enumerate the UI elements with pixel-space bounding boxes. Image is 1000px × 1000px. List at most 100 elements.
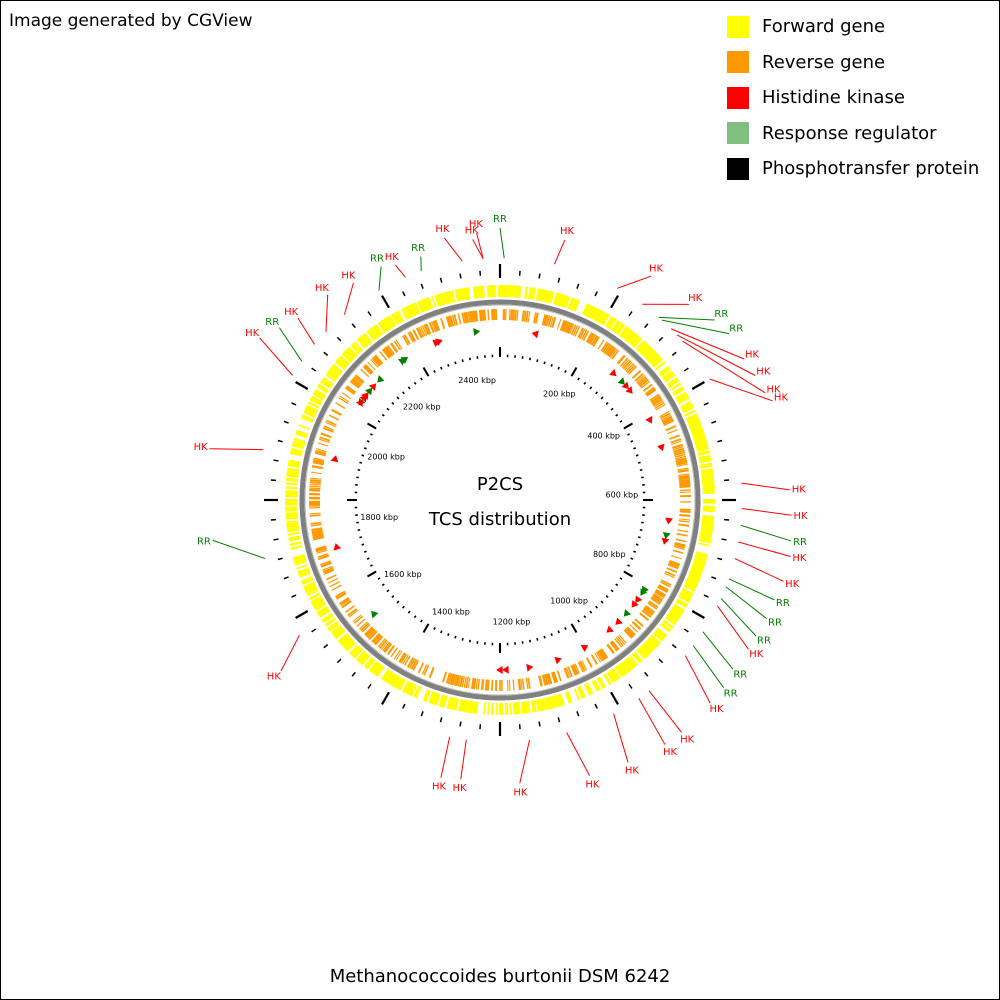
reverse-gene-mark xyxy=(374,354,384,365)
callout-label: HK xyxy=(385,252,400,263)
forward-gene-mark xyxy=(403,681,412,694)
reverse-gene-mark xyxy=(679,489,691,492)
outer-tick xyxy=(594,703,598,709)
forward-gene-mark xyxy=(573,688,581,701)
legend-label: Phosphotransfer protein xyxy=(762,158,980,180)
callout-line xyxy=(741,507,792,516)
callout-line xyxy=(278,327,303,362)
forward-gene-mark xyxy=(456,288,462,302)
outer-tick xyxy=(576,711,580,717)
reverse-gene-mark xyxy=(421,325,428,336)
outer-tick xyxy=(351,323,356,329)
forward-gene-mark xyxy=(526,700,531,714)
reverse-gene-mark xyxy=(380,640,389,650)
forward-gene-mark xyxy=(393,312,402,324)
forward-gene-mark xyxy=(402,307,410,320)
reverse-gene-mark xyxy=(603,343,612,354)
forward-gene-mark xyxy=(446,696,452,709)
reverse-gene-mark xyxy=(653,592,664,600)
reverse-gene-mark xyxy=(325,574,337,581)
outer-tick xyxy=(439,277,443,283)
legend: Forward gene Reverse gene Histidine kinase… xyxy=(727,9,979,187)
reverse-gene-mark xyxy=(447,315,453,327)
forward-gene-mark xyxy=(483,702,486,715)
reverse-gene-mark xyxy=(424,323,432,335)
ruler-tick xyxy=(550,363,553,367)
reverse-gene-mark xyxy=(600,341,609,352)
forward-gene-mark xyxy=(669,610,681,619)
forward-gene-mark xyxy=(698,542,711,547)
reverse-gene-mark xyxy=(625,363,635,372)
callout-line xyxy=(440,736,451,778)
callout-label: HK xyxy=(785,579,800,590)
forward-gene-mark xyxy=(572,299,581,312)
forward-gene-mark xyxy=(428,691,435,704)
forward-gene-mark xyxy=(652,357,663,368)
reverse-gene-mark xyxy=(475,678,479,690)
forward-gene-mark xyxy=(458,288,464,301)
forward-gene-mark xyxy=(682,405,695,414)
reverse-gene-mark xyxy=(541,314,547,326)
reverse-gene-mark xyxy=(606,643,615,655)
outer-tick xyxy=(311,628,317,633)
forward-gene-mark xyxy=(339,634,350,644)
forward-gene-mark xyxy=(702,507,715,510)
tcs-marker xyxy=(609,368,617,377)
forward-gene-mark xyxy=(613,321,622,333)
reverse-gene-mark xyxy=(592,336,600,347)
ruler-tick xyxy=(600,396,604,400)
forward-gene-mark xyxy=(579,686,586,698)
ruler-tick xyxy=(422,623,430,634)
ruler-tick xyxy=(543,635,546,639)
forward-gene-mark xyxy=(312,392,325,401)
ruler-tick xyxy=(550,633,553,637)
reverse-gene-mark xyxy=(383,347,393,358)
forward-gene-mark xyxy=(695,551,709,558)
reverse-gene-mark xyxy=(451,674,457,686)
outer-tick xyxy=(691,381,705,390)
forward-gene-mark xyxy=(290,449,303,455)
reverse-gene-mark xyxy=(677,529,689,533)
forward-gene-mark xyxy=(535,288,540,301)
reverse-gene-mark xyxy=(371,357,381,367)
reverse-gene-mark xyxy=(407,657,415,668)
forward-gene-mark xyxy=(659,367,671,377)
forward-gene-mark xyxy=(383,670,393,683)
callout-line xyxy=(709,378,773,402)
reverse-gene-mark xyxy=(621,359,630,368)
ruler-tick xyxy=(610,589,614,593)
forward-gene-mark xyxy=(691,566,704,573)
forward-gene-mark xyxy=(426,296,434,310)
forward-gene-mark xyxy=(693,434,706,441)
forward-gene-mark xyxy=(407,304,416,317)
ruler-tick xyxy=(381,583,385,587)
reverse-gene-mark xyxy=(597,339,605,350)
forward-gene-mark xyxy=(700,526,714,531)
reverse-gene-mark xyxy=(669,434,681,440)
forward-gene-mark xyxy=(563,295,571,309)
forward-gene-mark xyxy=(585,305,593,317)
forward-gene-mark xyxy=(608,670,617,682)
outer-tick xyxy=(644,671,649,677)
forward-gene-mark xyxy=(606,316,615,329)
reverse-gene-mark xyxy=(579,328,586,340)
center-title: P2CS xyxy=(477,474,523,495)
forward-gene-mark xyxy=(542,698,547,711)
reverse-gene-mark xyxy=(409,658,416,669)
forward-gene-mark xyxy=(692,432,705,439)
forward-gene-mark xyxy=(620,327,630,339)
reverse-gene-mark xyxy=(659,412,671,420)
reverse-gene-mark xyxy=(309,487,321,490)
reverse-gene-mark xyxy=(594,652,602,663)
reverse-gene-mark xyxy=(673,546,685,551)
outer-tick xyxy=(273,459,279,462)
forward-gene-mark xyxy=(694,438,707,445)
tcs-marker xyxy=(631,600,639,608)
forward-gene-mark xyxy=(307,401,320,409)
tcs-marker xyxy=(330,455,339,463)
reverse-gene-mark xyxy=(317,553,329,558)
forward-gene-mark xyxy=(654,361,666,371)
reverse-gene-mark xyxy=(551,672,557,684)
forward-gene-mark xyxy=(432,692,439,705)
